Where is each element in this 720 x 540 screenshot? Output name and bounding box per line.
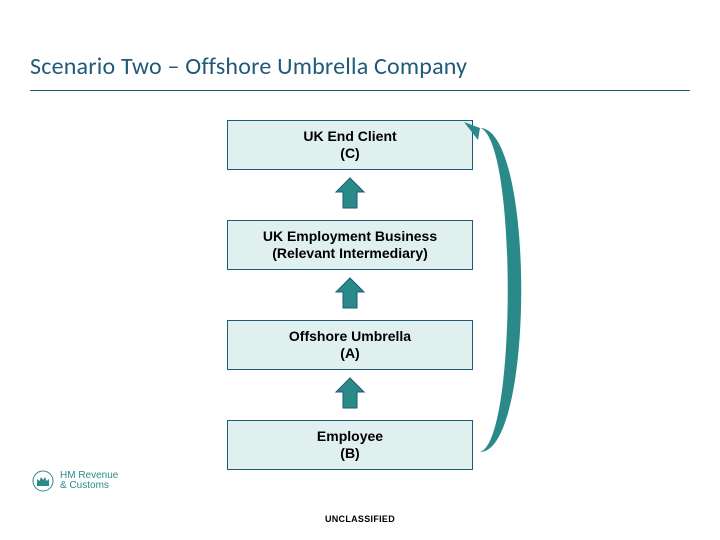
curved-arrow-icon — [0, 0, 720, 540]
classification-label: UNCLASSIFIED — [0, 514, 720, 524]
hmrc-logo-text: HM Revenue & Customs — [60, 471, 118, 491]
logo-line-2: & Customs — [60, 481, 118, 491]
hmrc-logo: HM Revenue & Customs — [32, 470, 118, 492]
crown-icon — [32, 470, 54, 492]
